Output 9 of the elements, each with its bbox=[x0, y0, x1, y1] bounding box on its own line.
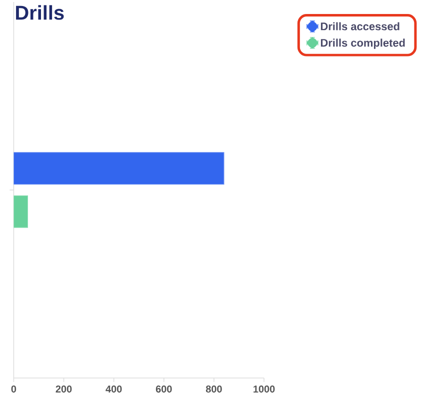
legend-label: Drills accessed bbox=[320, 22, 400, 30]
x-tick-label: 800 bbox=[206, 386, 222, 393]
legend-label: Drills completed bbox=[320, 38, 405, 49]
x-tick-label: 0 bbox=[11, 386, 16, 393]
x-tick-label: 400 bbox=[106, 386, 122, 393]
chart-title: Drills bbox=[16, 5, 64, 20]
x-tick-label: 200 bbox=[56, 386, 72, 393]
x-tick-label: 600 bbox=[156, 386, 172, 393]
x-tick-label: 1000 bbox=[254, 386, 275, 393]
